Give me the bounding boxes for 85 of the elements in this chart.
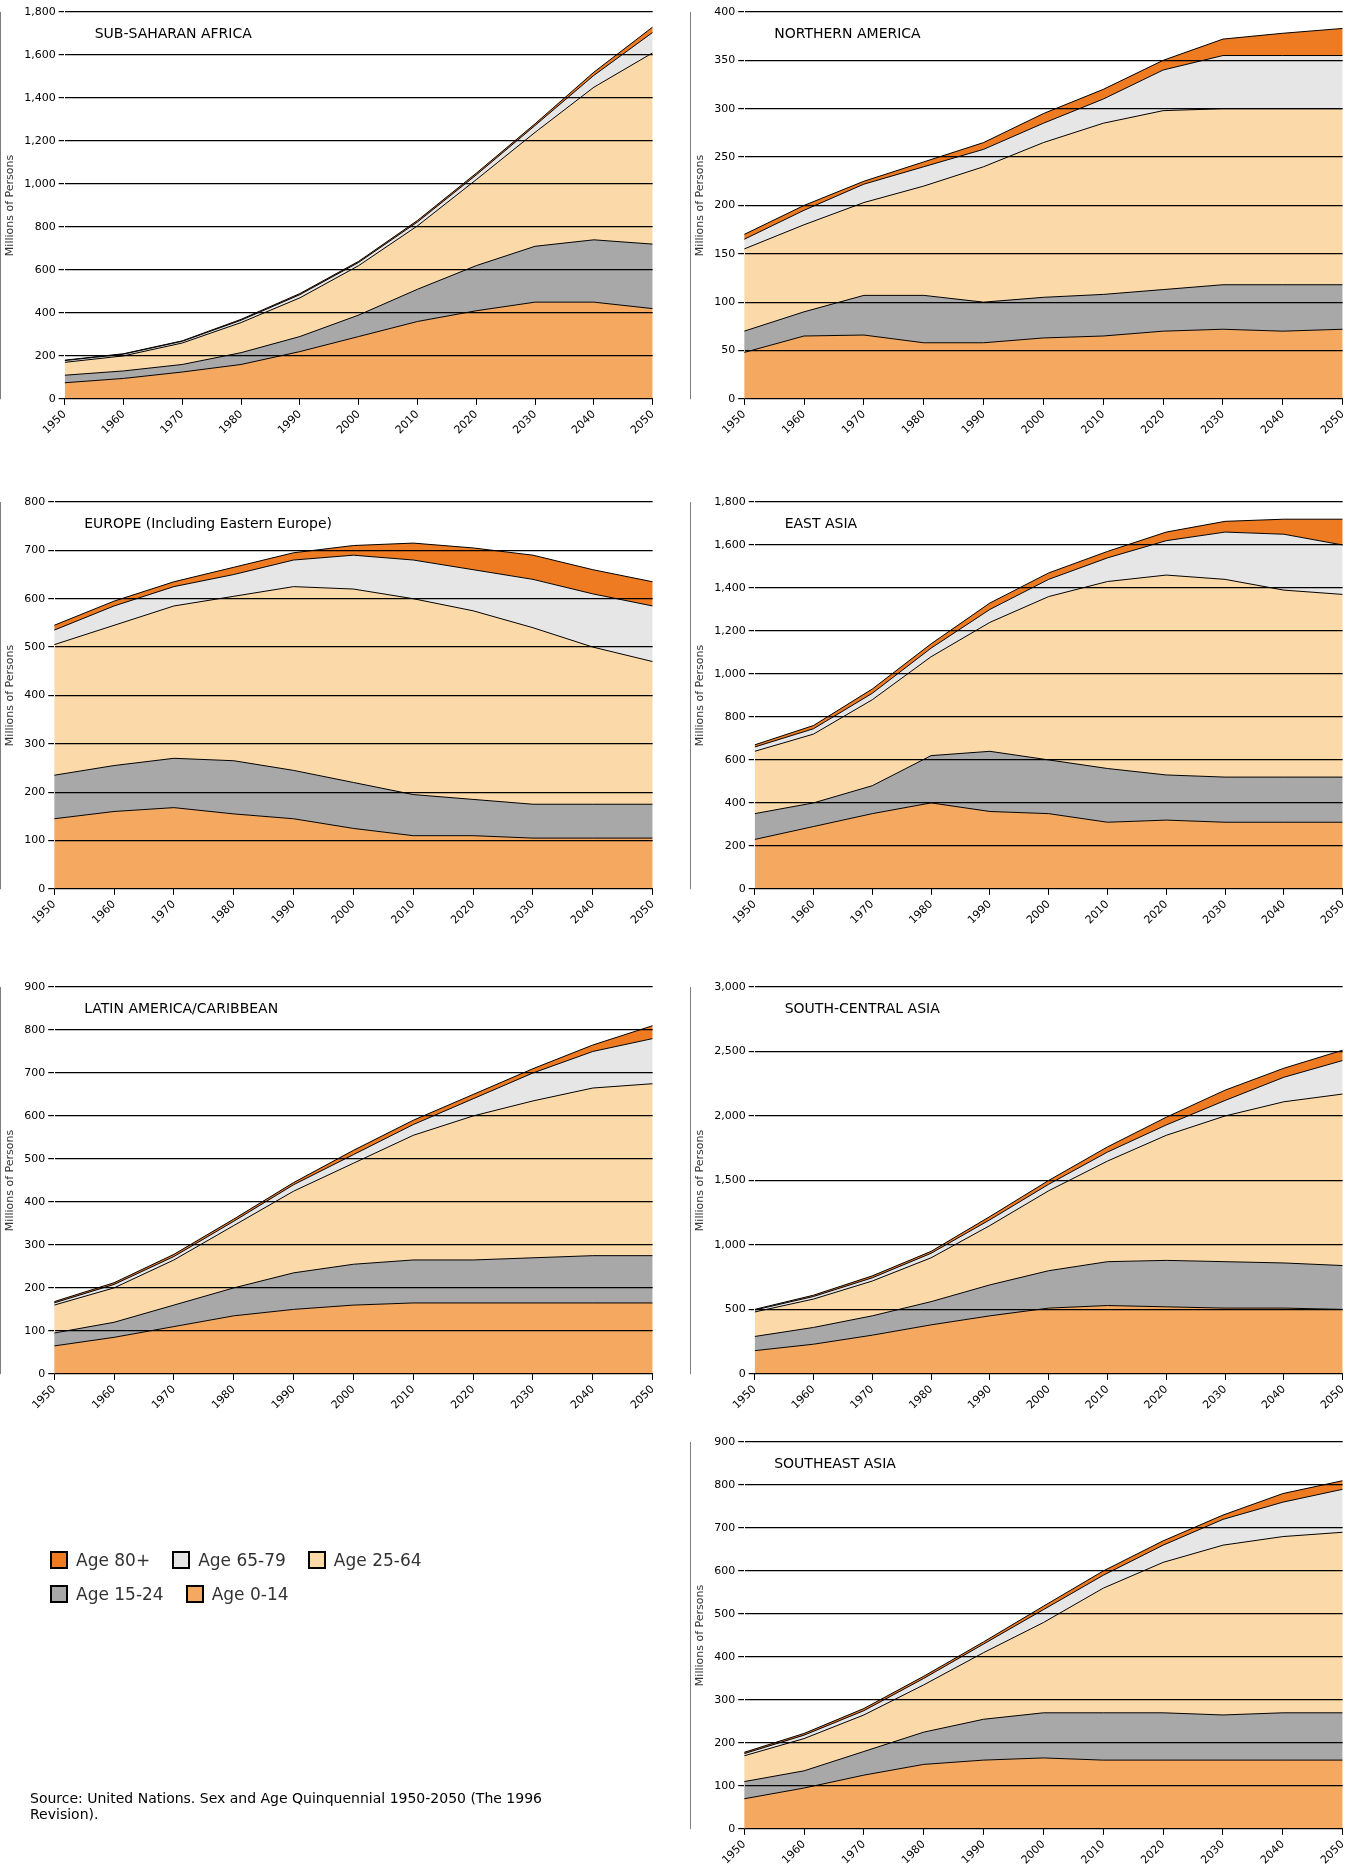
y-tick-label: 250 (714, 149, 736, 163)
legend-label: Age 65-79 (198, 1550, 286, 1570)
y-tick-label: 600 (24, 1108, 46, 1122)
y-tick-label: 500 (714, 1606, 736, 1620)
y-tick-label: 900 (714, 1434, 736, 1448)
y-tick-label: 100 (24, 1323, 46, 1337)
y-axis-title: Millions of Persons (3, 1129, 17, 1232)
y-tick-label: 200 (714, 198, 736, 212)
y-tick-label: 400 (714, 4, 736, 18)
y-tick-label: 1,400 (714, 580, 746, 594)
y-tick-label: 2,000 (714, 1108, 746, 1122)
text: EUROPE (Including Eastern Europe) (84, 514, 333, 531)
y-tick-label: 1,200 (24, 133, 56, 147)
y-tick-label: 200 (714, 1735, 736, 1749)
y-tick-label: 1,600 (24, 47, 56, 61)
y-axis-title: Millions of Persons (693, 154, 707, 257)
text: SOUTHEAST ASIA (774, 1454, 897, 1471)
y-tick-label: 500 (24, 639, 46, 653)
y-tick-label: 300 (24, 1237, 46, 1251)
text: NORTHERN AMERICA (774, 24, 922, 41)
y-tick-label: 400 (714, 1649, 736, 1663)
y-tick-label: 600 (724, 752, 746, 766)
legend-label: Age 0-14 (211, 1584, 289, 1604)
text: SUB-SAHARAN AFRICA (94, 24, 253, 41)
text: SOUTH-CENTRAL ASIA (784, 999, 941, 1016)
y-axis-title: Millions of Persons (693, 644, 707, 747)
y-tick-label: 150 (714, 246, 736, 260)
y-tick-label: 200 (24, 1280, 46, 1294)
y-axis-title: Millions of Persons (693, 1584, 707, 1687)
y-tick-label: 100 (24, 833, 46, 847)
source-note: Source: United Nations. Sex and Age Quinquennial 1950-2050 (The 1996 Revision). (30, 1790, 543, 1822)
y-tick-label: 300 (24, 736, 46, 750)
y-tick-label: 900 (24, 979, 46, 993)
text: LATIN AMERICA/CARIBBEAN (84, 999, 279, 1016)
legend-label: Age 25-64 (333, 1550, 422, 1570)
y-tick-label: 100 (714, 295, 736, 309)
y-tick-label: 800 (724, 709, 746, 723)
y-tick-label: 600 (34, 262, 56, 276)
text: EAST ASIA (784, 514, 858, 531)
y-tick-label: 0 (48, 391, 56, 405)
legend-label: Age 80+ (76, 1550, 151, 1570)
y-tick-label: 400 (24, 1194, 46, 1208)
y-tick-label: 0 (38, 1366, 46, 1380)
y-tick-label: 500 (24, 1151, 46, 1165)
y-tick-label: 1,400 (24, 90, 56, 104)
legend-label: Age 15-24 (76, 1584, 164, 1604)
y-tick-label: 1,600 (714, 537, 746, 551)
y-tick-label: 0 (728, 1821, 736, 1835)
y-tick-label: 0 (38, 881, 46, 895)
y-tick-label: 1,800 (714, 494, 746, 508)
y-axis-title: Millions of Persons (693, 1129, 707, 1232)
y-tick-label: 600 (714, 1563, 736, 1577)
y-tick-label: 200 (34, 348, 56, 362)
y-tick-label: 3,000 (714, 979, 746, 993)
y-tick-label: 100 (714, 1778, 736, 1792)
y-tick-label: 0 (728, 391, 736, 405)
y-tick-label: 200 (724, 838, 746, 852)
y-tick-label: 800 (24, 1022, 46, 1036)
y-tick-label: 400 (24, 688, 46, 702)
y-tick-label: 1,000 (24, 176, 56, 190)
y-tick-label: 1,200 (714, 623, 746, 637)
y-tick-label: 50 (721, 343, 736, 357)
y-tick-label: 1,000 (714, 666, 746, 680)
y-axis-title: Millions of Persons (3, 154, 17, 257)
y-tick-label: 300 (714, 101, 736, 115)
y-tick-label: 500 (724, 1302, 746, 1316)
y-tick-label: 400 (724, 795, 746, 809)
y-tick-label: 2,500 (714, 1044, 746, 1058)
y-tick-label: 800 (34, 219, 56, 233)
y-axis-title: Millions of Persons (3, 644, 17, 747)
y-tick-label: 1,000 (714, 1237, 746, 1251)
y-tick-label: 200 (24, 785, 46, 799)
y-tick-label: 350 (714, 53, 736, 67)
y-tick-label: 400 (34, 305, 56, 319)
y-tick-label: 800 (24, 494, 46, 508)
y-tick-label: 0 (738, 881, 746, 895)
y-tick-label: 1,800 (24, 4, 56, 18)
y-tick-label: 700 (24, 543, 46, 557)
y-tick-label: 1,500 (714, 1173, 746, 1187)
y-tick-label: 700 (24, 1065, 46, 1079)
y-tick-label: 300 (714, 1692, 736, 1706)
y-tick-label: 600 (24, 591, 46, 605)
y-tick-label: 800 (714, 1477, 736, 1491)
y-tick-label: 700 (714, 1520, 736, 1534)
y-tick-label: 0 (738, 1366, 746, 1380)
